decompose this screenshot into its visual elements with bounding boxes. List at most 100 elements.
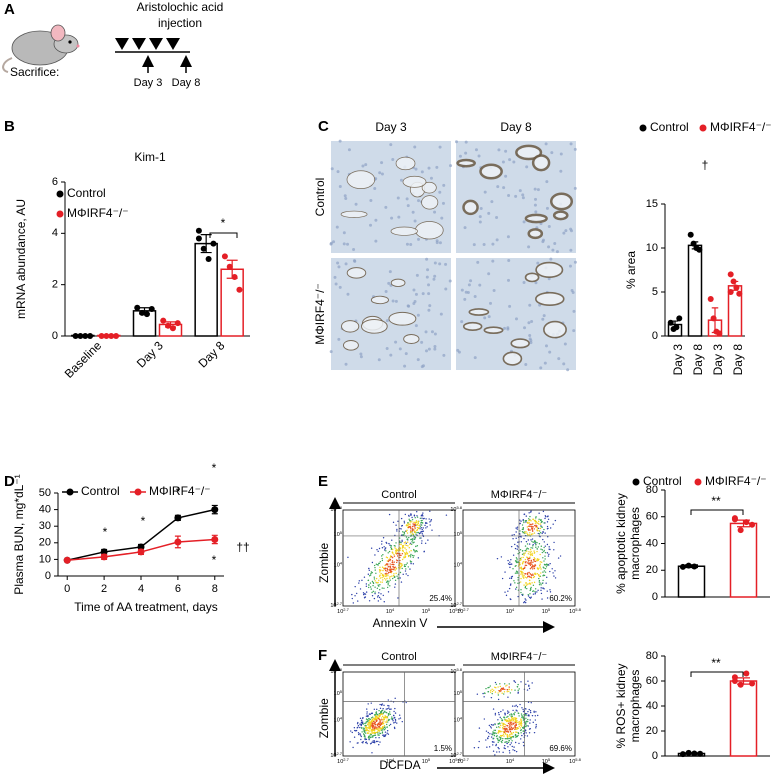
nucleus (336, 170, 340, 174)
flow-event (382, 537, 385, 539)
flow-event (379, 741, 381, 743)
flow-event (499, 723, 501, 725)
flow-event (396, 555, 399, 557)
flow-event (530, 539, 532, 541)
flow-event (410, 514, 412, 517)
flow-event (542, 571, 544, 573)
flow-event (528, 575, 530, 578)
flow-event (543, 546, 545, 549)
flow-event (494, 691, 497, 693)
flow-event (513, 749, 516, 752)
flow-event (421, 540, 423, 542)
flow-event (527, 518, 530, 520)
annotation: † (702, 158, 709, 172)
flow-event (532, 518, 534, 521)
flow-event (411, 541, 413, 543)
flow-event (553, 541, 555, 544)
flow-event (387, 580, 389, 582)
flow-event (522, 741, 525, 744)
flow-event (389, 565, 392, 568)
flow-event (528, 571, 530, 574)
flow-event (522, 518, 524, 521)
flow-event (369, 736, 371, 739)
flow-event (508, 739, 510, 742)
flow-event (539, 563, 541, 565)
nucleus (533, 187, 537, 191)
flow-event (492, 741, 494, 743)
flow-event (378, 562, 381, 564)
nucleus (329, 241, 333, 245)
nucleus (573, 186, 577, 190)
nucleus (380, 172, 384, 176)
flow-event (420, 542, 423, 544)
nucleus (479, 206, 483, 210)
flow-event (520, 559, 522, 561)
flow-event (365, 591, 368, 593)
flow-event (355, 592, 358, 595)
flow-event (504, 732, 506, 734)
tubule (468, 308, 490, 316)
flow-event (521, 524, 524, 526)
flow-event (516, 686, 519, 688)
nucleus (333, 275, 337, 279)
flow-event (532, 526, 534, 528)
flow-event (422, 530, 425, 532)
annotation: ** (711, 656, 721, 670)
flow-event (515, 586, 518, 589)
flow-event (392, 720, 394, 722)
flow-event (408, 523, 410, 526)
data-point (98, 333, 105, 339)
tubule (552, 210, 569, 221)
flow-event (386, 708, 389, 710)
flow-event (408, 547, 411, 549)
flow-event (498, 689, 500, 692)
nucleus (530, 320, 534, 324)
flow-event (518, 723, 520, 725)
nucleus (458, 154, 462, 158)
flow-event (541, 549, 544, 551)
flow-event (428, 518, 430, 520)
flow-event (404, 513, 407, 516)
flow-event (384, 575, 387, 577)
flow-event (372, 717, 375, 719)
flow-event (424, 524, 426, 527)
flow-event (534, 519, 537, 521)
flow-event (355, 729, 358, 732)
flow-event (367, 579, 370, 582)
flow-event (403, 565, 406, 568)
nucleus (521, 193, 525, 197)
tick-exponent: 5 (548, 757, 551, 762)
flow-event (359, 723, 361, 725)
flow-event (505, 719, 507, 721)
flow-event (544, 517, 546, 520)
data-point (169, 325, 176, 332)
flow-event (543, 588, 545, 590)
flow-event (367, 720, 370, 722)
nucleus (439, 312, 443, 316)
flow-event (521, 726, 524, 729)
nucleus (566, 368, 570, 372)
flow-event (527, 720, 529, 723)
flow-event (498, 730, 501, 732)
flow-event (363, 733, 365, 736)
flow-event (507, 737, 509, 740)
flow-event (549, 589, 551, 591)
flow-event (411, 516, 413, 519)
flow-event (410, 513, 412, 515)
data-point (226, 263, 233, 270)
flow-event (526, 724, 528, 727)
flow-event (374, 566, 376, 569)
flow-event (523, 553, 525, 555)
flow-event (501, 688, 503, 690)
nucleus (507, 194, 511, 198)
flow-event (514, 689, 516, 691)
flow-event (514, 572, 517, 574)
flow-event (532, 561, 534, 563)
flow-event (536, 529, 538, 531)
y-tick-label: 4 (52, 227, 58, 239)
flow-event (385, 579, 387, 581)
flow-event (541, 598, 543, 600)
flow-event (531, 563, 533, 566)
bar (729, 680, 758, 757)
flow-event (393, 710, 395, 713)
